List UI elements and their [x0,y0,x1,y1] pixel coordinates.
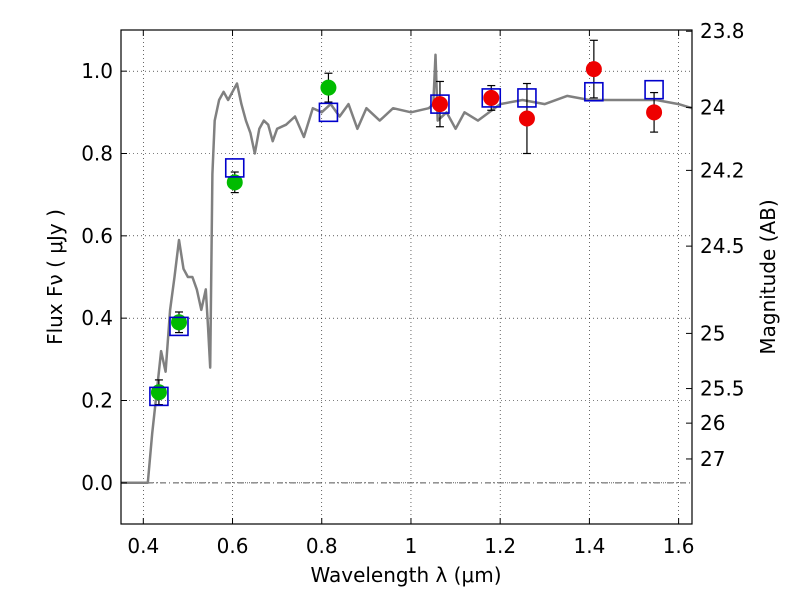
red-data-point [483,89,500,106]
x-tick-label: 1.2 [484,534,516,558]
magnitude-tick-label: 24.5 [700,234,745,258]
magnitude-tick-label: 23.8 [700,19,745,43]
y-ticks: 0.0 0.2 0.4 0.6 0.8 1.0 [81,59,127,495]
y-tick-label: 0.4 [81,306,113,330]
grid-lines [121,30,692,524]
magnitude-tick-label: 25.5 [700,377,745,401]
model-square [224,158,245,178]
y-axis-title: Flux Fν ( μJy ) [43,209,67,345]
model-square [481,88,502,108]
model-square [318,102,339,123]
red-data-point [431,96,448,113]
y-tick-label: 0.0 [81,471,113,495]
model-squares-group [149,79,664,407]
x-tick-label: 0.4 [127,534,159,558]
y-tick-label: 1.0 [81,59,113,83]
magnitude-tick-label: 24 [700,95,725,119]
green-data-point [320,79,337,96]
green-data-point [170,314,187,331]
red-data-point [585,61,602,78]
x-ticks: 0.4 0.6 0.8 1 1.2 1.4 1.6 [127,30,695,558]
model-square [149,386,169,407]
x-tick-label: 1 [405,534,418,558]
plot-frame [120,29,693,525]
magnitude-ticks: 23.8 24 24.2 24.5 25 25.5 26 27 [686,19,745,471]
x-tick-label: 1.6 [663,534,695,558]
green-data-point [150,384,167,401]
y2-axis-title: Magnitude (AB) [756,199,780,354]
green-data-point [226,174,243,191]
magnitude-tick-label: 26 [700,411,725,435]
points-group [150,61,663,401]
x-axis-title: Wavelength λ (μm) [310,563,501,587]
model-square [584,81,604,102]
x-tick-label: 0.6 [217,534,249,558]
model-square [430,94,450,114]
magnitude-tick-label: 25 [700,321,725,345]
model-square [517,88,537,108]
x-tick-label: 0.8 [306,534,338,558]
sed-line [121,53,693,485]
red-data-point [518,110,535,127]
y-tick-label: 0.6 [81,224,113,248]
sed-line-group [121,53,693,485]
model-square [644,79,664,100]
model-square [169,316,189,337]
y-tick-label: 0.8 [81,142,113,166]
magnitude-tick-label: 24.2 [700,158,745,182]
magnitude-tick-label: 27 [700,447,725,471]
x-tick-label: 1.4 [573,534,605,558]
red-data-point [646,104,663,121]
y-tick-label: 0.2 [81,389,113,413]
